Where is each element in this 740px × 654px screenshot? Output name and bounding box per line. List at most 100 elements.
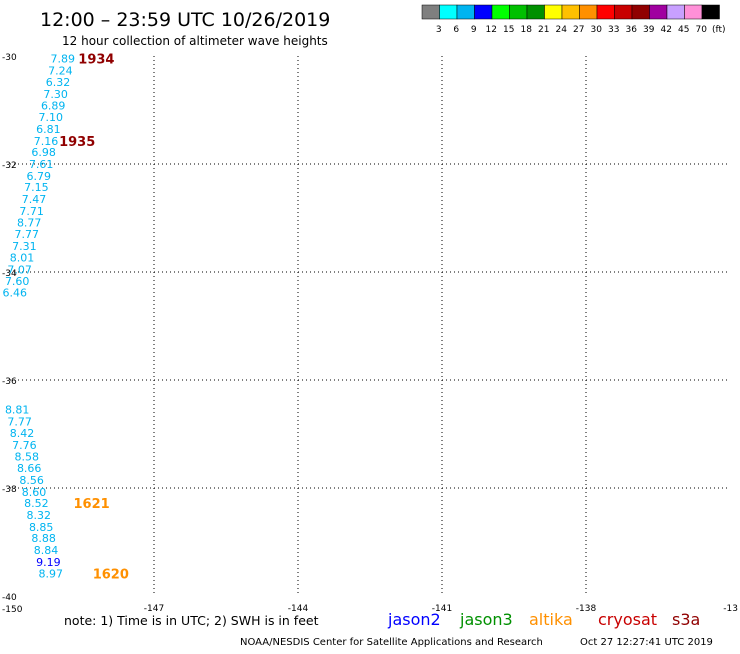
colorbar-label: 27: [573, 25, 584, 35]
colorbar-swatch: [509, 4, 528, 20]
wave-height-value: 7.16: [34, 135, 59, 148]
wave-height-value: 6.46: [3, 287, 28, 300]
wave-height-value: 8.32: [27, 509, 52, 522]
wave-height-value: 8.56: [19, 474, 44, 487]
colorbar-swatch: [614, 4, 633, 20]
page-subtitle: 12 hour collection of altimeter wave hei…: [62, 34, 328, 48]
x-tick-label: -13: [723, 604, 738, 614]
wave-height-value: 8.81: [5, 404, 30, 417]
colorbar-label: 45: [678, 25, 689, 35]
wave-height-value: 8.88: [31, 532, 56, 545]
x-tick-label: -138: [576, 604, 597, 614]
wave-height-value: 8.97: [39, 567, 64, 580]
footer-note: note: 1) Time is in UTC; 2) SWH is in fe…: [64, 613, 319, 628]
colorbar-swatch: [491, 4, 510, 20]
wave-height-value: 6.81: [36, 123, 61, 136]
wave-height-value: 7.60: [5, 275, 30, 288]
colorbar-swatch: [526, 4, 545, 20]
wave-height-value: 8.01: [10, 251, 35, 264]
colorbar-label: 15: [503, 25, 514, 35]
colorbar-swatch: [649, 4, 668, 20]
colorbar-label: 36: [626, 25, 638, 35]
page-title: 12:00 – 23:59 UTC 10/26/2019: [40, 9, 330, 31]
x-tick-label: -141: [432, 604, 452, 614]
pass-time-labels: 1934 1935 1621 1620: [59, 53, 129, 583]
x-tick-label: -147: [144, 604, 164, 614]
wave-height-value: 6.79: [27, 170, 52, 183]
colorbar-swatch: [544, 4, 563, 20]
wave-height-value: 8.66: [17, 462, 42, 475]
wave-height-value: 8.60: [22, 486, 47, 499]
wave-height-value: 7.71: [19, 205, 44, 218]
wave-height-value: 8.58: [15, 451, 40, 464]
wave-height-value: 6.32: [46, 76, 71, 89]
x-tick-label: -150: [2, 605, 23, 615]
wave-height-value: 9.19: [36, 556, 61, 569]
colorbar-label: (ft): [712, 25, 726, 35]
wave-height-value: 7.47: [22, 193, 47, 206]
wave-height-points: 7.897.246.327.306.897.106.817.166.987.61…: [3, 53, 76, 581]
wave-height-value: 6.98: [31, 146, 56, 159]
colorbar-label: 70: [696, 25, 708, 35]
colorbar-swatch: [579, 4, 598, 20]
colorbar-label: 24: [556, 25, 568, 35]
y-tick-label: -36: [2, 377, 17, 387]
colorbar-label: 3: [436, 25, 442, 35]
y-tick-label: -38: [2, 485, 17, 495]
colorbar-label: 30: [591, 25, 603, 35]
wave-height-value: 7.89: [51, 53, 76, 66]
footer-timestamp: Oct 27 12:27:41 UTC 2019: [580, 637, 713, 648]
wave-height-value: 7.24: [48, 65, 73, 78]
wave-height-value: 8.42: [10, 427, 35, 440]
axis-tick-labels: -30 -32 -34 -36 -38 -40 -150 -147 -144 -141 -138 -1…: [2, 53, 738, 615]
colorbar-swatch: [421, 4, 440, 20]
colorbar-swatch: [684, 4, 703, 20]
wave-height-value: 6.89: [41, 100, 66, 113]
colorbar-swatch: [439, 4, 458, 20]
colorbar-label: 33: [608, 25, 619, 35]
wave-height-value: 8.77: [17, 216, 42, 229]
colorbar-label: 42: [661, 25, 672, 35]
wave-height-value: 7.07: [7, 263, 32, 276]
mission-altika: altika: [529, 610, 573, 629]
wave-height-value: 7.76: [12, 439, 37, 452]
y-tick-label: -30: [2, 53, 17, 63]
colorbar-swatch: [631, 4, 650, 20]
pass-time-label: 1935: [59, 135, 95, 150]
mission-legend: jason2 jason3 altika cryosat s3a: [387, 610, 700, 629]
y-tick-label: -34: [2, 269, 17, 279]
mission-cryosat: cryosat: [598, 610, 657, 629]
wave-height-colorbar: 3 6 9 12 15 18 21 24 27 30 33 36 39 42 45 70 (ft): [421, 4, 726, 35]
colorbar-swatch: [596, 4, 615, 20]
lat-lon-grid: [10, 56, 730, 596]
mission-jason2: jason2: [387, 610, 441, 629]
mission-jason3: jason3: [459, 610, 513, 629]
footer-credit: NOAA/NESDIS Center for Satellite Applica…: [240, 637, 543, 648]
colorbar-label: 9: [471, 25, 477, 35]
wave-height-value: 7.61: [29, 158, 54, 171]
y-tick-label: -40: [2, 593, 17, 603]
wave-height-value: 7.31: [12, 240, 37, 253]
y-tick-label: -32: [2, 161, 17, 171]
colorbar-swatch: [474, 4, 493, 20]
pass-time-label: 1621: [74, 497, 110, 512]
wave-height-value: 7.77: [7, 416, 32, 429]
wave-height-value: 7.30: [43, 88, 68, 101]
colorbar-swatch: [666, 4, 685, 20]
pass-time-label: 1934: [78, 53, 114, 68]
x-tick-label: -144: [288, 604, 309, 614]
wave-height-value: 7.15: [24, 181, 49, 194]
wave-height-value: 8.52: [24, 497, 49, 510]
pass-time-label: 1620: [93, 567, 129, 582]
wave-height-value: 8.85: [29, 521, 54, 534]
wave-height-value: 8.84: [34, 544, 59, 557]
colorbar-label: 21: [538, 25, 549, 35]
colorbar-swatch: [701, 4, 720, 20]
colorbar-label: 12: [486, 25, 497, 35]
wave-height-value: 7.77: [15, 228, 40, 241]
mission-s3a: s3a: [672, 610, 700, 629]
wave-height-value: 7.10: [39, 111, 64, 124]
colorbar-swatch: [456, 4, 475, 20]
